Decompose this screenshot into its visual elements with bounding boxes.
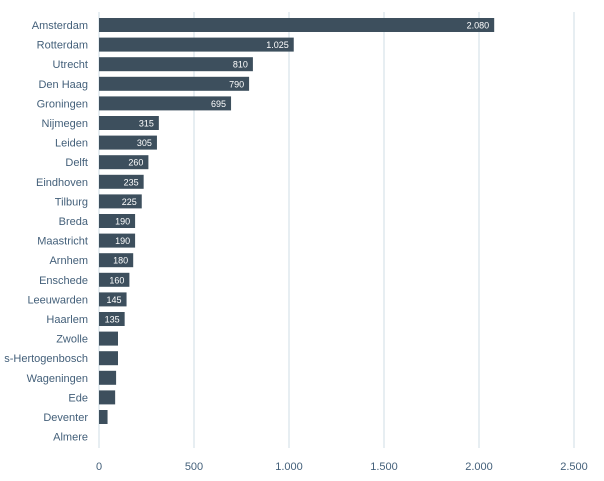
bar [99, 331, 118, 346]
bar [99, 37, 294, 52]
category-label: Rotterdam [37, 40, 88, 52]
bar [99, 370, 117, 385]
bar [99, 116, 159, 130]
category-label: Den Haag [38, 79, 88, 91]
bar [99, 96, 232, 111]
category-label: Utrecht [53, 59, 88, 71]
data-label: 810 [233, 60, 248, 70]
data-label: 790 [229, 79, 244, 89]
data-label: 135 [105, 315, 120, 325]
bar [99, 174, 144, 189]
data-label: 235 [124, 177, 139, 187]
bar [99, 18, 495, 32]
bar [99, 135, 157, 150]
x-tick-label: 2.500 [560, 461, 588, 473]
bar [99, 253, 134, 268]
bar [99, 194, 142, 209]
category-label: Leiden [55, 138, 88, 150]
bar [99, 390, 116, 405]
category-label: Wageningen [27, 373, 88, 385]
bar [99, 155, 149, 170]
category-label: Breda [59, 216, 89, 228]
bar [99, 214, 136, 228]
category-label: s-Hertogenbosch [4, 353, 88, 365]
category-label: Deventer [43, 412, 88, 424]
category-label: Tilburg [55, 196, 88, 208]
data-label: 315 [139, 119, 154, 129]
data-label: 180 [113, 256, 128, 266]
bar [99, 292, 127, 307]
bar [99, 57, 253, 72]
category-label: Nijmegen [42, 118, 88, 130]
x-tick-label: 0 [96, 461, 102, 473]
data-label: 2.080 [467, 21, 490, 31]
category-labels: Amsterdam Rotterdam Utrecht Den Haag Groning… [4, 20, 89, 444]
data-label: 190 [115, 236, 130, 246]
data-label: 225 [122, 197, 137, 207]
data-label: 1.025 [266, 40, 289, 50]
category-label: Delft [65, 157, 88, 169]
x-tick-label: 1.500 [370, 461, 398, 473]
category-label: Almere [53, 432, 88, 444]
x-tick-label: 1.000 [275, 461, 303, 473]
data-label: 305 [137, 138, 152, 148]
category-label: Haarlem [46, 314, 88, 326]
bars [99, 18, 495, 424]
category-label: Eindhoven [36, 177, 88, 189]
category-label: Ede [68, 392, 88, 404]
category-label: Arnhem [49, 255, 88, 267]
x-tick-label: 500 [185, 461, 203, 473]
category-label: Leeuwarden [27, 294, 88, 306]
category-label: Maastricht [37, 236, 88, 248]
category-label: Enschede [39, 275, 88, 287]
bar [99, 410, 108, 424]
bar [99, 272, 130, 287]
category-label: Groningen [37, 98, 88, 110]
x-tick-label: 2.000 [465, 461, 493, 473]
data-label: 160 [109, 275, 124, 285]
category-label: Amsterdam [32, 20, 88, 32]
data-label: 695 [211, 99, 226, 109]
bar [99, 312, 125, 326]
data-label: 145 [107, 295, 122, 305]
bar [99, 233, 136, 248]
category-label: Zwolle [56, 334, 88, 346]
data-label: 190 [115, 217, 130, 227]
x-tick-labels: 0 500 1.000 1.500 2.000 2.500 [96, 461, 588, 473]
data-label: 260 [128, 158, 143, 168]
bar [99, 76, 250, 91]
bar [99, 351, 118, 366]
